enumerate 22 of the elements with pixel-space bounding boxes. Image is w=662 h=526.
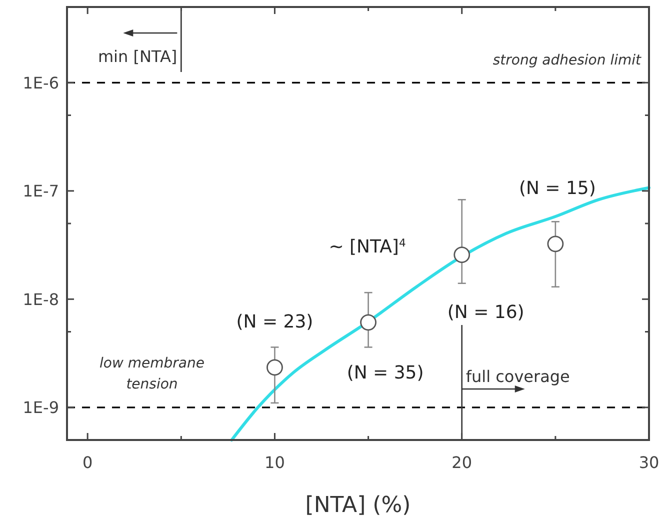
ref-line-label: min [NTA] <box>98 47 178 66</box>
point <box>547 236 564 252</box>
x-tick-label: 20 <box>452 453 472 472</box>
annotation: ~ [NTA]$^{4}$ <box>328 236 406 258</box>
annotation: (N = 15) <box>518 178 596 200</box>
annotation: (N = 35) <box>346 362 424 384</box>
y-tick-label: 1E-7 <box>22 182 59 201</box>
ref-line-label: strong adhesion limit <box>492 52 642 69</box>
ref-line-label: full coverage <box>466 367 570 386</box>
x-tick-label: 0 <box>82 453 93 472</box>
annotation: (N = 23) <box>236 312 314 333</box>
point <box>454 246 470 263</box>
y-tick-label: 1E-9 <box>22 398 59 418</box>
ref-line-label: low membrane tension <box>100 355 204 392</box>
y-tick-label: 1E-6 <box>22 73 59 92</box>
x-axis-title: [NTA] (%) <box>305 493 411 518</box>
x-tick-label: 10 <box>264 453 285 472</box>
annotation: (N = 16) <box>447 302 524 324</box>
point <box>360 314 376 331</box>
y-tick-label: 1E-8 <box>22 290 59 309</box>
point <box>266 359 283 376</box>
x-tick-label: 30 <box>638 453 660 472</box>
